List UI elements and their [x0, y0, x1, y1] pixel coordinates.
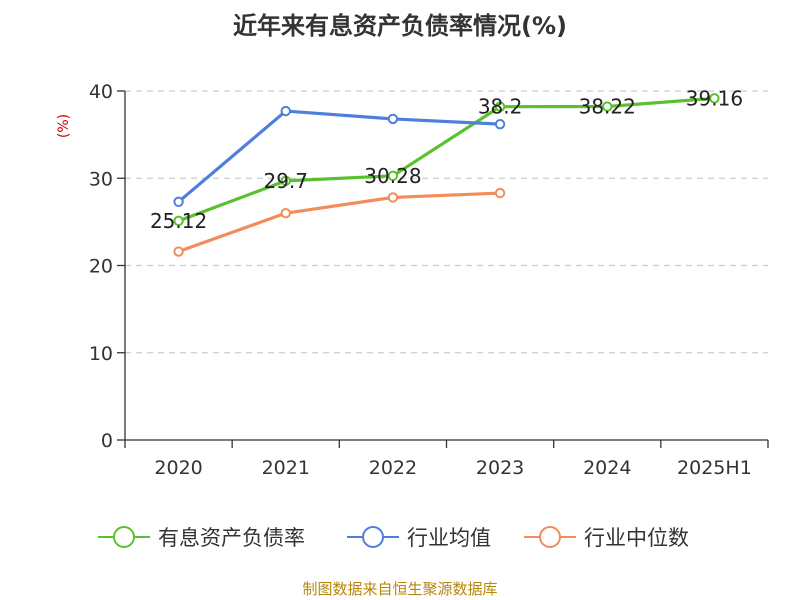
legend-label: 行业均值 [407, 526, 491, 550]
data-point [280, 105, 291, 117]
x-tick-label: 2025H1 [677, 457, 752, 479]
x-tick-label: 2022 [369, 457, 417, 479]
data-point [173, 246, 184, 257]
y-tick-label: 10 [89, 343, 113, 365]
data-point [173, 215, 184, 227]
axes: 0 10 20 30 40 2020 2021 2022 2023 2024 2025H1 (%) [56, 81, 769, 479]
series-lines [173, 93, 720, 257]
data-labels: 25.12 29.7 30.28 38.2 38.22 39.16 [150, 86, 743, 232]
y-tick-label: 30 [89, 168, 113, 190]
source-note: 制图数据来自恒生聚源数据库 [302, 580, 498, 598]
data-point [173, 196, 184, 208]
data-label: 29.7 [263, 169, 308, 193]
legend-label: 行业中位数 [584, 526, 689, 550]
data-point [494, 187, 506, 199]
data-label: 38.22 [579, 95, 636, 119]
grid-lines [125, 90, 768, 354]
x-tick-label: 2021 [262, 457, 310, 479]
data-point [709, 93, 720, 104]
data-point [494, 101, 506, 112]
y-tick-label: 20 [89, 256, 113, 278]
legend: 有息资产负债率 行业均值 行业中位数 [98, 526, 689, 550]
data-point [387, 192, 399, 203]
series-line [178, 191, 501, 254]
data-label: 30.28 [364, 164, 421, 188]
y-tick-label: 40 [89, 81, 113, 103]
legend-marker [539, 526, 561, 548]
x-tick-label: 2020 [154, 457, 202, 479]
data-point [387, 113, 399, 125]
data-point [280, 207, 291, 219]
series-line [177, 109, 501, 204]
data-point [280, 175, 291, 187]
data-label: 39.16 [686, 86, 743, 110]
data-label: 25.12 [150, 209, 207, 233]
x-tick-label: 2023 [476, 457, 524, 479]
y-tick-label: 0 [101, 430, 113, 452]
chart-title: 近年来有息资产负债率情况(%) [233, 12, 567, 40]
legend-marker [362, 526, 384, 548]
series-line [178, 96, 715, 223]
legend-label: 有息资产负债率 [158, 526, 305, 550]
y-axis-unit-label: (%) [56, 114, 72, 138]
x-tick-label: 2024 [583, 457, 631, 479]
legend-marker [113, 526, 135, 548]
data-point [387, 170, 399, 182]
data-label: 38.2 [478, 95, 523, 119]
data-point [494, 118, 506, 130]
data-point [602, 101, 613, 112]
